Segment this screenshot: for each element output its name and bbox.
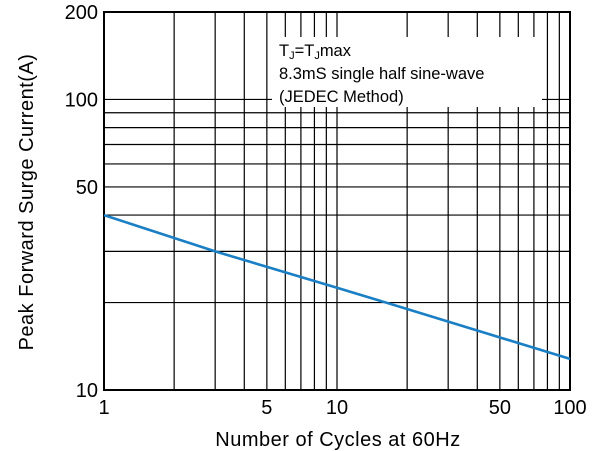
y-tick-label: 10 — [76, 380, 98, 402]
annotation-line-1: TJ=TJmax — [279, 42, 352, 62]
x-axis-title: Number of Cycles at 60Hz — [215, 429, 460, 451]
y-tick-label: 100 — [65, 89, 98, 111]
x-tick-label: 50 — [489, 397, 511, 419]
series-line — [103, 213, 571, 361]
x-tick-label: 5 — [261, 397, 272, 419]
annotation-background — [272, 37, 542, 107]
y-tick-label: 200 — [65, 2, 98, 24]
annotation-line-2: 8.3mS single half sine-wave — [279, 65, 484, 83]
x-tick-label: 100 — [553, 397, 586, 419]
annotation-line-3: (JEDEC Method) — [279, 88, 404, 106]
x-tick-label: 1 — [98, 397, 109, 419]
x-tick-label: 10 — [326, 397, 348, 419]
tick-labels: 1 5 10 50 100 10 50 100 200 — [65, 2, 587, 419]
y-axis-title: Peak Forward Surge Current(A) — [16, 54, 38, 351]
data-series — [103, 213, 571, 361]
plot-frame — [103, 11, 571, 391]
y-tick-label: 50 — [76, 177, 98, 199]
